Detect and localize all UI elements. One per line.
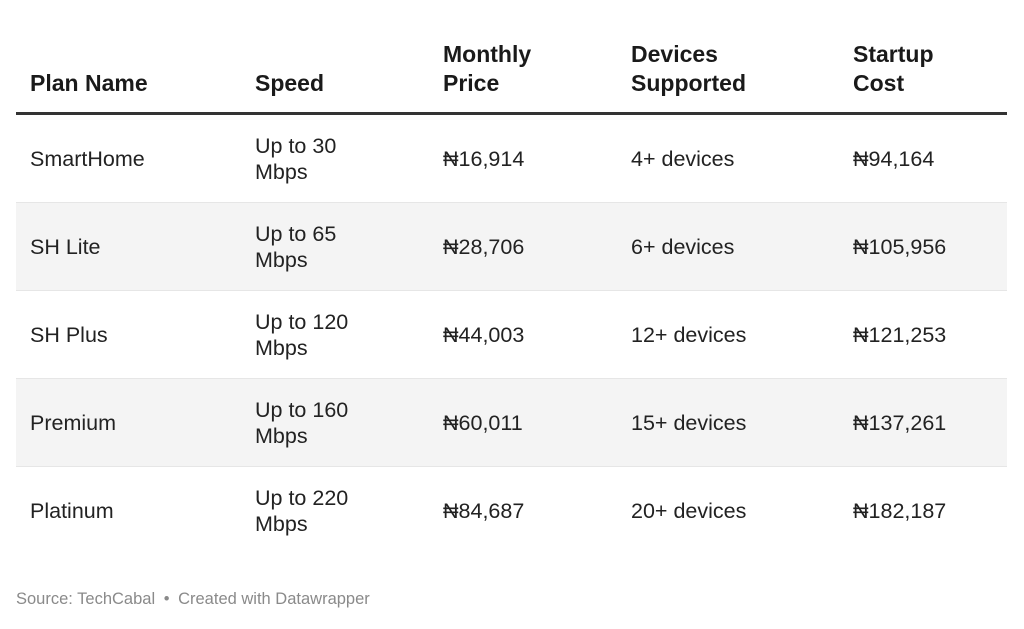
table-row: Platinum Up to 220 Mbps ₦84,687 20+ devic… [16,467,1007,555]
cell-devices: 20+ devices [631,498,747,523]
source-footer: Source: TechCabal • Created with Datawra… [16,590,370,609]
table-row: Premium Up to 160 Mbps ₦60,011 15+ device… [16,378,1007,467]
cell-devices: 6+ devices [617,202,839,291]
footer-separator: • [163,590,170,608]
header-row: Plan Name Speed Monthly Price Devices Su… [16,40,1007,115]
cell-speed-line-2: Mbps [255,423,308,448]
cell-speed-line-1: Up to 220 [255,485,349,510]
header-devices-supported-line-2: Supported [631,70,746,96]
header-startup-cost-line-2: Cost [853,70,905,96]
cell-speed-line-1: Up to 65 [255,221,337,246]
cell-speed: Up to 220 Mbps [241,467,429,555]
source-credit: Source: TechCabal [16,590,156,608]
cell-plan-name: SH Lite [16,202,241,291]
cell-startup-cost: ₦105,956 [839,202,1007,291]
cell-devices: 12+ devices [617,290,839,379]
cell-devices: 4+ devices [617,113,839,203]
header-devices-supported: Devices Supported [617,40,839,115]
cell-monthly-price: ₦60,011 [429,378,617,467]
cell-plan-name: Platinum [30,498,114,523]
cell-speed-line-2: Mbps [255,159,308,184]
table-body: SmartHome Up to 30 Mbps ₦16,914 4+ device… [16,113,1007,555]
cell-speed: Up to 30 Mbps [241,113,429,203]
cell-plan-name: SH Plus [16,290,241,379]
header-monthly-price-line-2: Price [443,70,500,96]
cell-startup-cost: ₦94,164 [839,113,1007,203]
table-row: SH Plus Up to 120 Mbps ₦44,003 12+ device… [16,290,1007,379]
pricing-table: Plan Name Speed Monthly Price Devices Su… [16,40,1007,554]
header-monthly-price-line-1: Monthly [443,41,532,67]
cell-speed-line-1: Up to 30 [255,133,337,158]
table-header: Plan Name Speed Monthly Price Devices Su… [16,40,1007,115]
cell-monthly-price: ₦84,687 [443,498,525,523]
header-startup-cost: Startup Cost [839,40,1007,115]
header-devices-supported-line-1: Devices [631,41,718,67]
header-monthly-price: Monthly Price [429,40,617,115]
cell-plan-name: Premium [16,378,241,467]
cell-startup-cost: ₦137,261 [839,378,1007,467]
cell-monthly-price: ₦16,914 [429,113,617,203]
header-startup-cost-line-1: Startup [853,41,934,67]
header-plan-name-line-1: Plan Name [30,70,148,96]
cell-speed: Up to 65 Mbps [241,202,429,291]
cell-speed: Up to 120 Mbps [241,290,429,379]
header-speed-line-1: Speed [255,70,325,96]
header-speed: Speed [241,40,429,115]
cell-speed: Up to 160 Mbps [241,378,429,467]
cell-devices: 15+ devices [617,378,839,467]
cell-monthly-price: ₦28,706 [429,202,617,291]
cell-startup-cost: ₦121,253 [839,290,1007,379]
cell-speed-line-2: Mbps [255,511,308,536]
cell-speed-line-2: Mbps [255,247,308,272]
header-plan-name: Plan Name [16,40,241,115]
cell-monthly-price: ₦44,003 [429,290,617,379]
cell-startup-cost: ₦182,187 [853,498,947,523]
cell-plan-name: SmartHome [16,113,241,203]
table-row: SmartHome Up to 30 Mbps ₦16,914 4+ device… [16,113,1007,203]
cell-speed-line-2: Mbps [255,335,308,360]
cell-speed-line-1: Up to 160 [255,397,349,422]
datawrapper-credit: Created with Datawrapper [178,590,370,608]
pricing-table-container: Plan Name Speed Monthly Price Devices Su… [16,40,1007,554]
cell-speed-line-1: Up to 120 [255,309,349,334]
table-row: SH Lite Up to 65 Mbps ₦28,706 6+ devices … [16,202,1007,291]
